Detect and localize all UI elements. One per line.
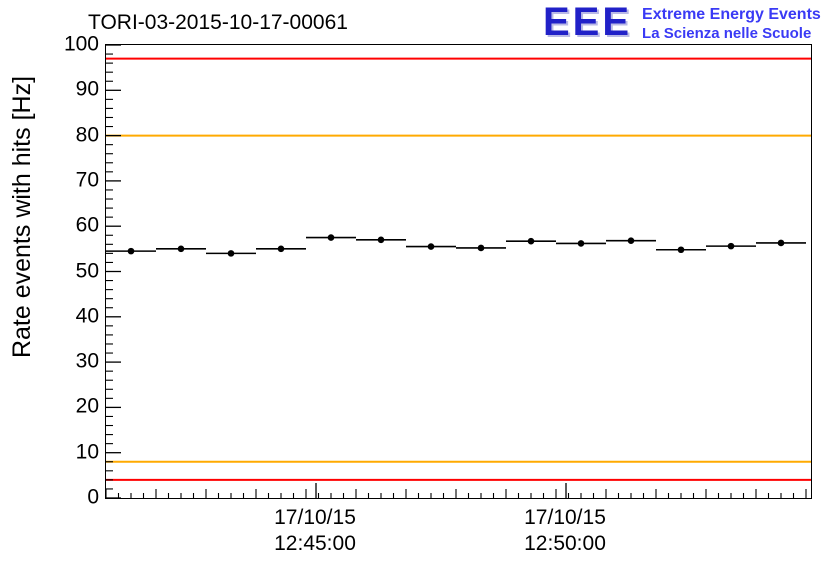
eee-logo-acronym: EEE bbox=[543, 0, 633, 44]
eee-logo-line1: Extreme Energy Events bbox=[642, 6, 821, 23]
plot-area bbox=[106, 45, 811, 498]
y-tick-label: 10 bbox=[75, 440, 99, 464]
y-tick-label: 20 bbox=[75, 394, 99, 418]
y-tick-label: 90 bbox=[75, 77, 99, 101]
plot-title: TORI-03-2015-10-17-00061 bbox=[88, 11, 348, 34]
x-tick-date: 17/10/15 bbox=[524, 506, 606, 529]
eee-logo: EEE Extreme Energy Events La Scienza nel… bbox=[543, 2, 821, 43]
y-tick-label: 100 bbox=[63, 32, 99, 56]
x-tick-date: 17/10/15 bbox=[274, 506, 356, 529]
eee-logo-line2: La Scienza nelle Scuole bbox=[642, 25, 812, 42]
x-tick-time: 12:50:00 bbox=[524, 532, 606, 555]
x-tick-label: 17/10/15 12:45:00 bbox=[250, 505, 380, 557]
plot-frame bbox=[105, 44, 812, 499]
y-tick-label: 60 bbox=[75, 213, 99, 237]
y-tick-label: 40 bbox=[75, 304, 99, 328]
y-axis-title: Rate events with hits [Hz] bbox=[8, 75, 36, 359]
y-tick-label: 50 bbox=[75, 259, 99, 282]
x-tick-label: 17/10/15 12:50:00 bbox=[500, 505, 630, 557]
eee-logo-text: Extreme Energy Events La Scienza nelle S… bbox=[642, 2, 821, 43]
y-tick-label: 80 bbox=[75, 123, 99, 147]
x-tick-time: 12:45:00 bbox=[274, 532, 356, 555]
y-tick-label: 70 bbox=[75, 168, 99, 192]
y-tick-label: 30 bbox=[75, 349, 99, 373]
y-tick-label: 0 bbox=[87, 485, 99, 509]
